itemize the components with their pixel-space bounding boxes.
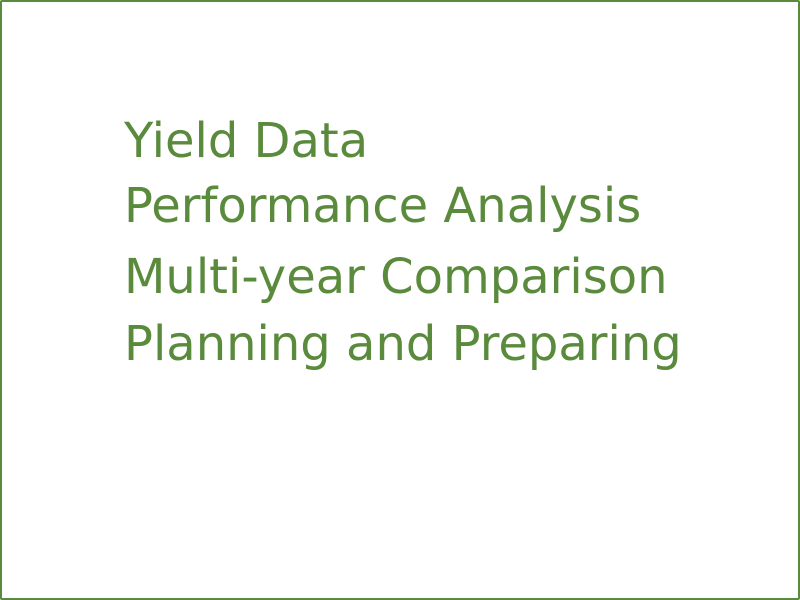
slide-text-line: Performance Analysis <box>124 178 642 234</box>
slide-text-line: Planning and Preparing <box>124 316 682 372</box>
slide-text-line: Multi-year Comparison <box>124 249 668 305</box>
slide-text-line: Yield Data <box>124 113 369 169</box>
